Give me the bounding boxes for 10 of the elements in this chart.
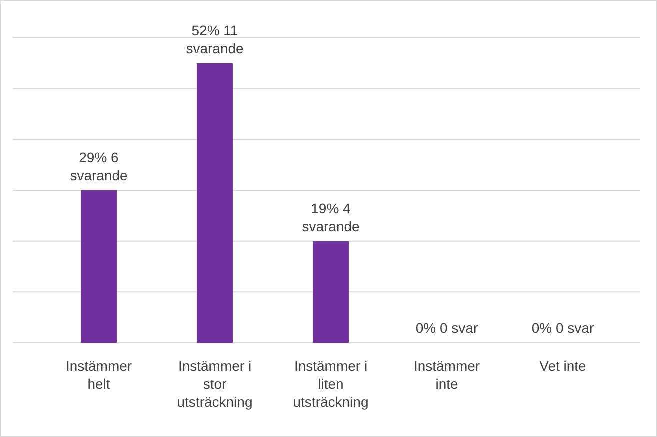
data-label: 19% 4 svarande xyxy=(302,200,360,234)
data-label: 29% 6 svarande xyxy=(70,150,128,184)
x-tick-label: Instämmer i stor utsträckning xyxy=(177,358,253,410)
x-tick-label: Vet inte xyxy=(540,358,587,374)
x-tick-label: Instämmer i liten utsträckning xyxy=(293,358,369,410)
data-label: 52% 11 svarande xyxy=(186,22,244,56)
data-label: 0% 0 svar xyxy=(416,320,478,336)
x-tick-label: Instämmer helt xyxy=(66,358,132,392)
data-label: 0% 0 svar xyxy=(532,320,594,336)
x-tick-label: Instämmer inte xyxy=(414,358,480,392)
